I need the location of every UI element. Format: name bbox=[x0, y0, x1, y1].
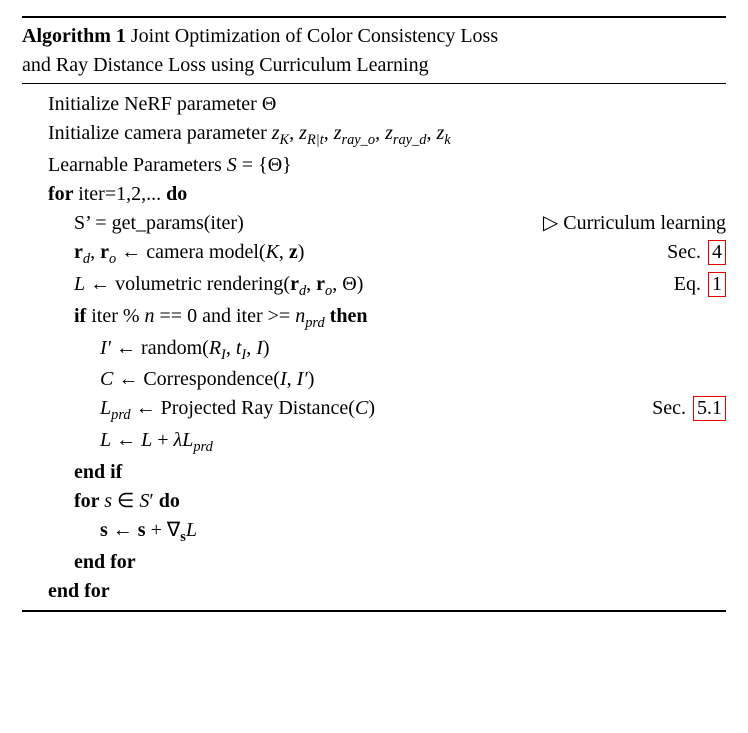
line-for-outer: for iter=1,2,... do bbox=[22, 180, 726, 209]
ref-sec-4[interactable]: 4 bbox=[708, 240, 726, 265]
line-learnable: Learnable Parameters S = {Θ} bbox=[22, 151, 726, 180]
line-for-inner: for s ∈ S′ do bbox=[22, 487, 726, 516]
line-end-for-inner: end for bbox=[22, 548, 726, 577]
algorithm-title: Algorithm 1 Joint Optimization of Color … bbox=[22, 18, 726, 84]
line-get-params: S’ = get_params(iter) ▷ Curriculum learn… bbox=[22, 209, 726, 238]
line-update: s ← s + ∇sL bbox=[22, 516, 726, 548]
algorithm-title-line1: Joint Optimization of Color Consistency … bbox=[126, 25, 498, 47]
line-random: I′ ← random(RI, tI, I) bbox=[22, 334, 726, 366]
line-init-camera: Initialize camera parameter zK, zR|t, zr… bbox=[22, 119, 726, 151]
algorithm-number: Algorithm 1 bbox=[22, 25, 126, 47]
line-end-for-outer: end for bbox=[22, 577, 726, 606]
line-end-if: end if bbox=[22, 458, 726, 487]
algorithm-title-line2: and Ray Distance Loss using Curriculum L… bbox=[22, 54, 429, 76]
ref-sec-5-1[interactable]: 5.1 bbox=[693, 396, 726, 421]
line-if: if iter % n == 0 and iter >= nprd then bbox=[22, 302, 726, 334]
line-correspondence: C ← Correspondence(I, I′) bbox=[22, 365, 726, 394]
line-camera-model: rd, ro ← camera model(K, z) Sec. 4 bbox=[22, 238, 726, 270]
line-prd: Lprd ← Projected Ray Distance(C) Sec. 5.… bbox=[22, 394, 726, 426]
algorithm-body: Initialize NeRF parameter Θ Initialize c… bbox=[22, 84, 726, 610]
algorithm-block: Algorithm 1 Joint Optimization of Color … bbox=[22, 16, 726, 612]
line-volumetric: L ← volumetric rendering(rd, ro, Θ) Eq. … bbox=[22, 270, 726, 302]
line-loss-sum: L ← L + λLprd bbox=[22, 426, 726, 458]
ref-eq-1[interactable]: 1 bbox=[708, 272, 726, 297]
line-init-nerf: Initialize NeRF parameter Θ bbox=[22, 90, 726, 119]
